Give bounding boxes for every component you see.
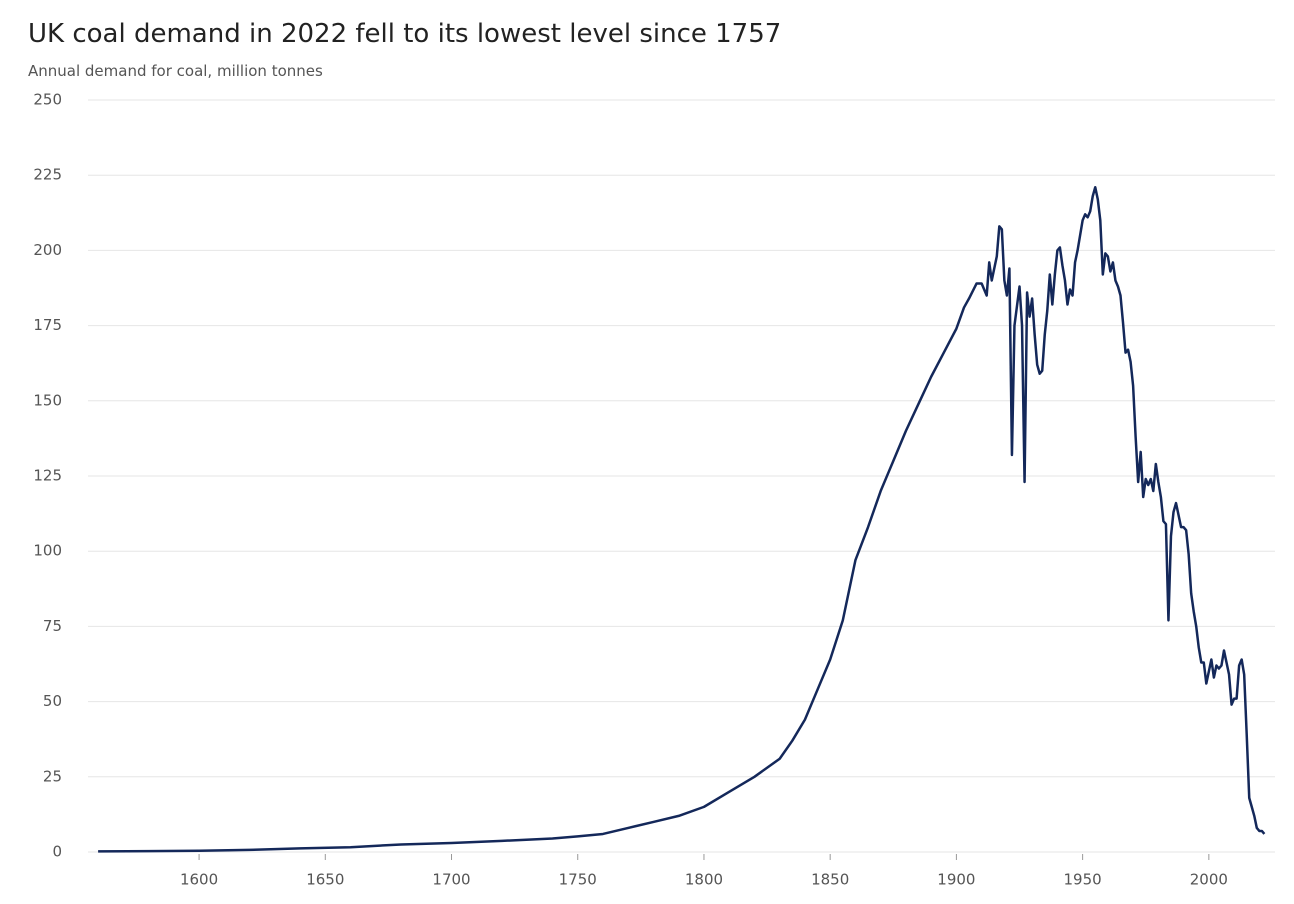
- x-tick-label: 1600: [180, 871, 218, 889]
- y-tick-label: 75: [43, 617, 62, 635]
- y-tick-label: 125: [33, 467, 62, 485]
- x-tick-label: 1900: [937, 871, 975, 889]
- y-tick-label: 100: [33, 542, 62, 560]
- x-tick-label: 1950: [1064, 871, 1102, 889]
- x-tick-label: 1850: [811, 871, 849, 889]
- x-tick-label: 1700: [432, 871, 470, 889]
- y-tick-label: 150: [33, 391, 62, 409]
- x-tick-label: 2000: [1190, 871, 1228, 889]
- x-tick-label: 1650: [306, 871, 344, 889]
- y-tick-label: 200: [33, 241, 62, 259]
- y-tick-label: 250: [33, 91, 62, 109]
- data-line: [98, 185, 1266, 853]
- x-tick-label: 1750: [559, 871, 597, 889]
- y-tick-label: 0: [52, 843, 62, 861]
- x-tick-label: 1800: [685, 871, 723, 889]
- chart-subtitle: Annual demand for coal, million tonnes: [28, 62, 323, 80]
- y-tick-label: 50: [43, 692, 62, 710]
- y-tick-label: 225: [33, 166, 62, 184]
- y-tick-label: 25: [43, 767, 62, 785]
- y-tick-label: 175: [33, 316, 62, 334]
- chart-title: UK coal demand in 2022 fell to its lowes…: [28, 19, 781, 49]
